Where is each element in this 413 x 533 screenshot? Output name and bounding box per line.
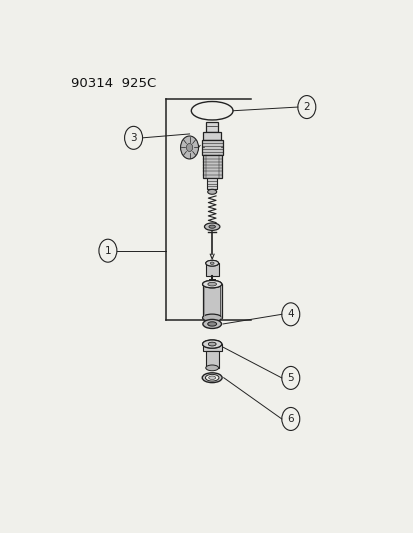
Ellipse shape <box>205 374 218 381</box>
FancyBboxPatch shape <box>205 351 218 368</box>
Text: 90314  925C: 90314 925C <box>71 77 156 90</box>
FancyBboxPatch shape <box>206 122 218 132</box>
Ellipse shape <box>207 322 216 326</box>
Ellipse shape <box>209 225 215 228</box>
Ellipse shape <box>202 280 221 288</box>
Ellipse shape <box>191 101 233 120</box>
FancyBboxPatch shape <box>202 132 221 140</box>
FancyBboxPatch shape <box>202 344 221 351</box>
Circle shape <box>180 136 198 159</box>
Ellipse shape <box>202 340 221 348</box>
Text: 3: 3 <box>130 133 137 143</box>
Ellipse shape <box>207 282 216 286</box>
FancyBboxPatch shape <box>207 178 216 189</box>
Ellipse shape <box>208 342 216 346</box>
Ellipse shape <box>208 376 215 379</box>
Ellipse shape <box>205 260 218 266</box>
Text: 4: 4 <box>287 309 293 319</box>
Circle shape <box>186 143 192 151</box>
Ellipse shape <box>205 260 218 266</box>
Ellipse shape <box>202 373 222 383</box>
Text: 1: 1 <box>104 246 111 256</box>
Ellipse shape <box>202 280 221 288</box>
Ellipse shape <box>205 365 218 371</box>
FancyBboxPatch shape <box>205 263 218 276</box>
Ellipse shape <box>202 340 221 348</box>
Text: 6: 6 <box>287 414 293 424</box>
Ellipse shape <box>202 319 221 328</box>
Ellipse shape <box>210 262 214 264</box>
Ellipse shape <box>204 223 219 230</box>
FancyBboxPatch shape <box>201 140 222 155</box>
Ellipse shape <box>208 342 216 346</box>
FancyBboxPatch shape <box>202 284 221 318</box>
Ellipse shape <box>207 189 216 194</box>
Ellipse shape <box>202 314 221 321</box>
Text: 5: 5 <box>287 373 293 383</box>
FancyBboxPatch shape <box>202 155 221 178</box>
Text: 2: 2 <box>303 102 309 112</box>
